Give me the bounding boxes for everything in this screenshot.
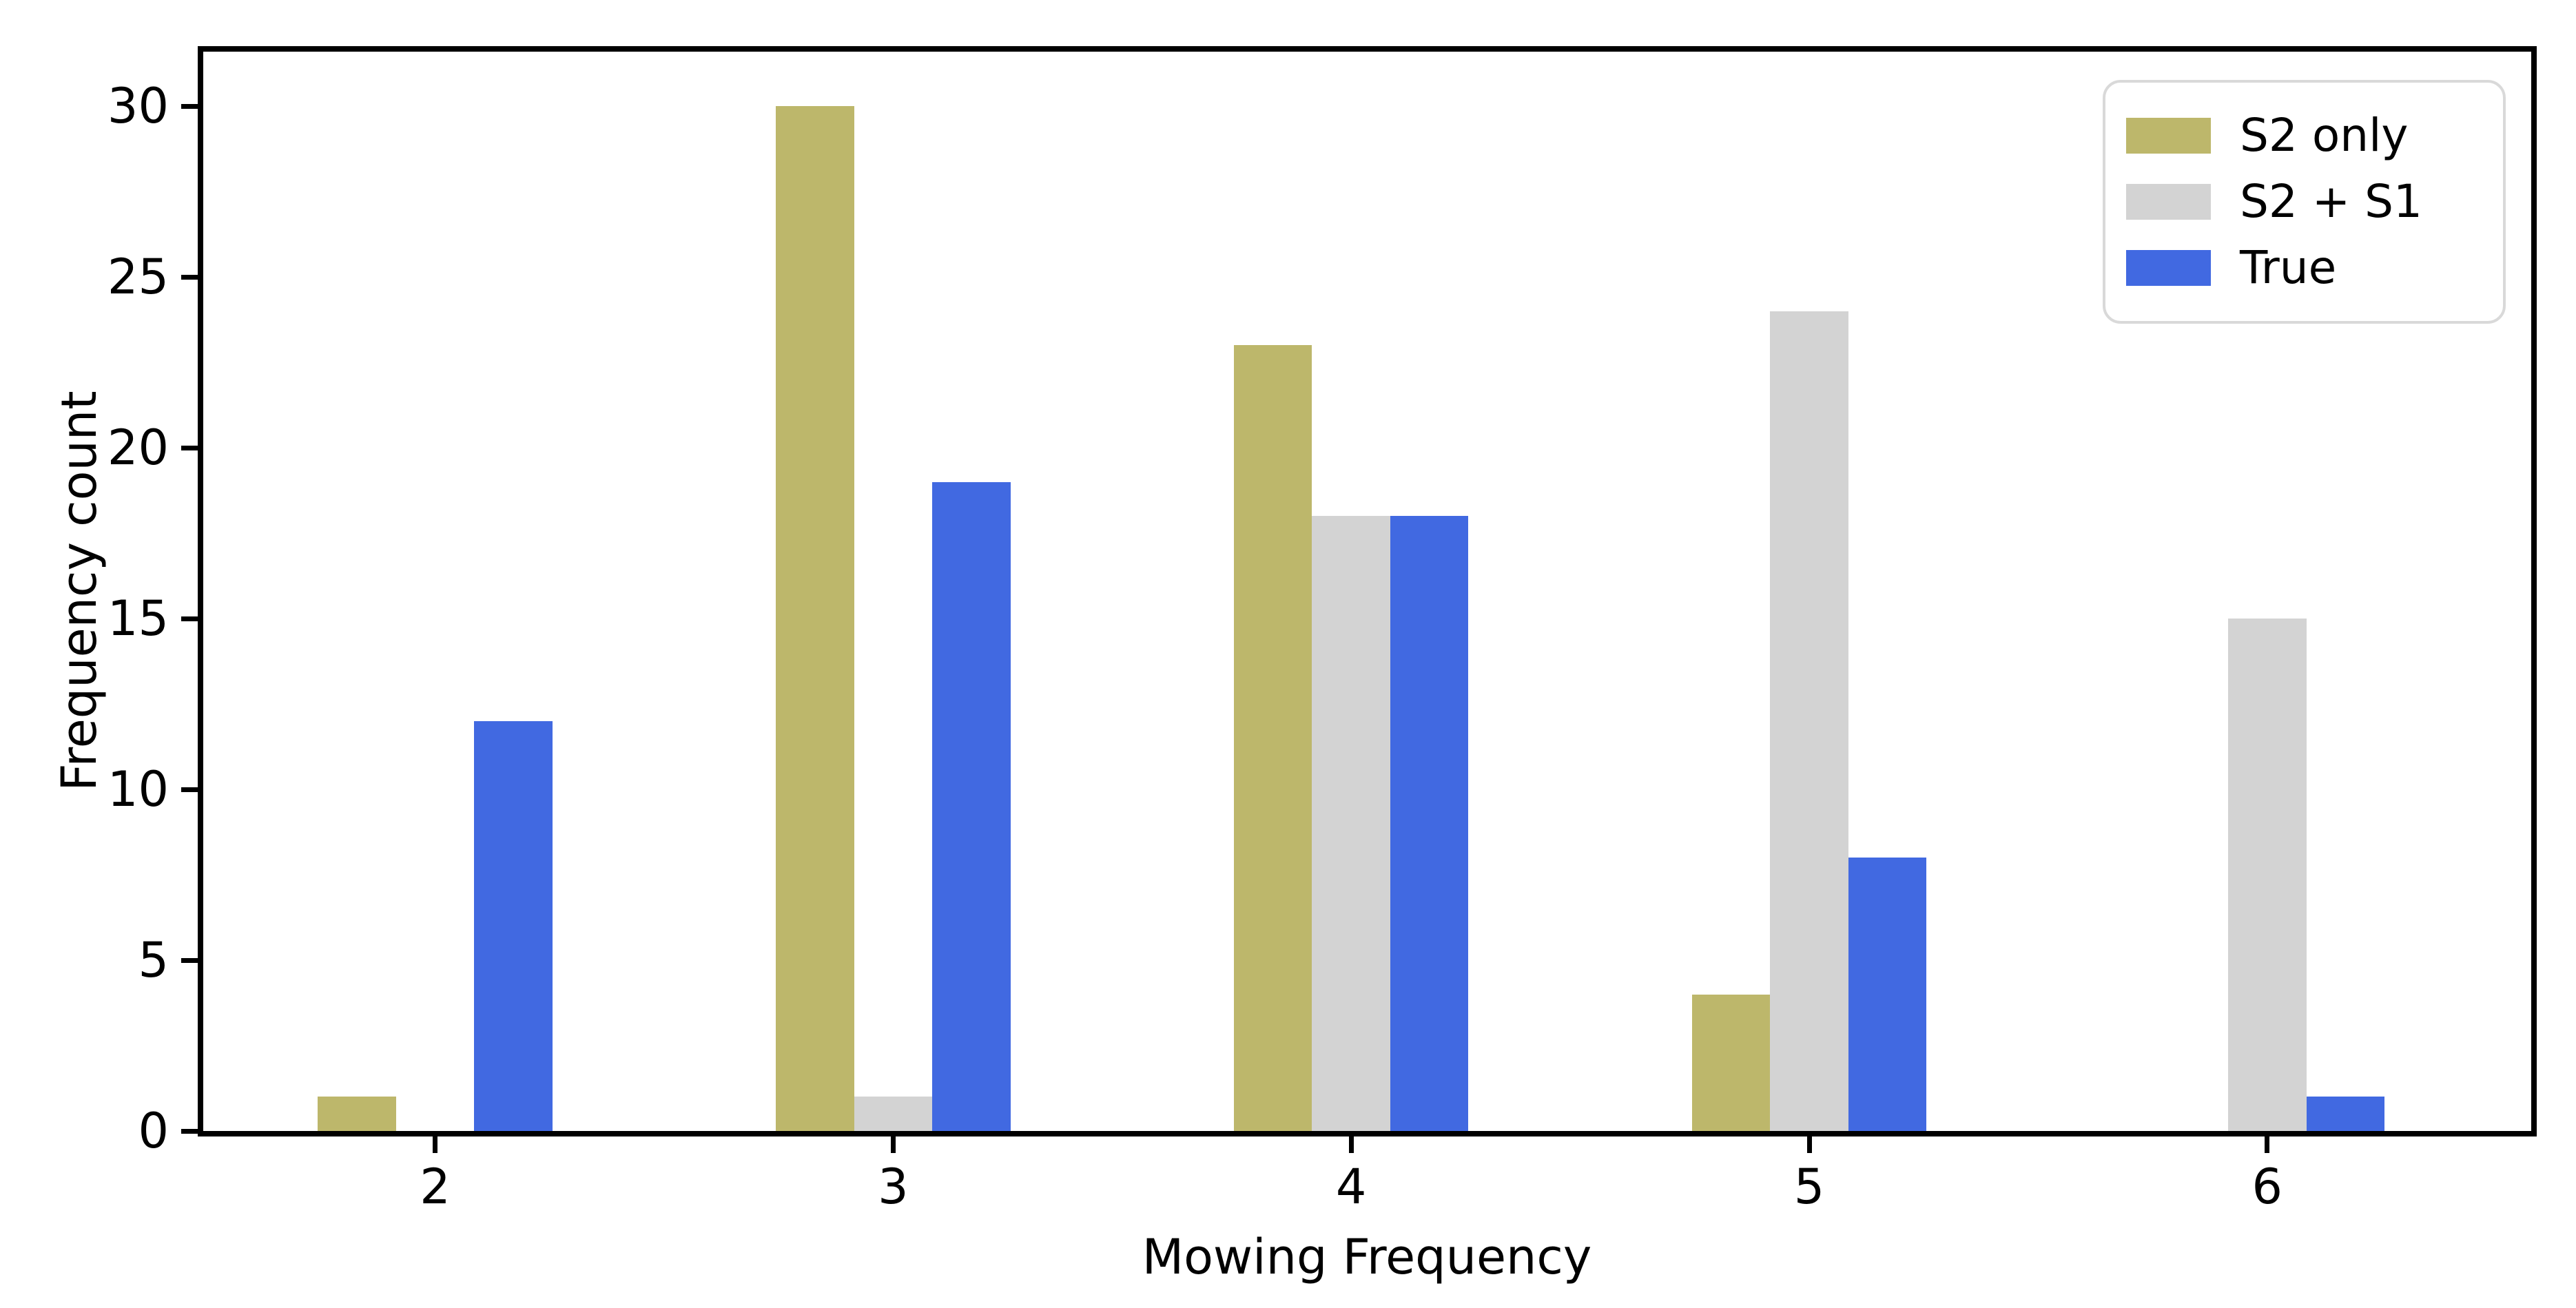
bar-true-x2 [474,720,553,1131]
bar-s2-s1-x5 [1770,311,1848,1131]
x-tick-label-2: 2 [420,1159,451,1215]
y-tick-10 [181,787,198,792]
y-tick-0 [181,1128,198,1134]
y-tick-label-0: 0 [138,1103,169,1159]
bar-s2-s1-x3 [854,1097,933,1131]
y-tick-label-20: 20 [107,419,169,477]
legend-label: S2 + S1 [2240,175,2423,228]
x-tick-3 [890,1136,896,1153]
legend-label: True [2240,241,2337,294]
y-tick-5 [181,957,198,963]
bar-true-x5 [1848,858,1927,1131]
x-tick-4 [1348,1136,1354,1153]
y-tick-30 [181,103,198,109]
legend-entry-s2-s1: S2 + S1 [2126,179,2482,225]
y-tick-label-10: 10 [107,761,169,818]
bar-true-x4 [1390,516,1469,1131]
bar-s2-only-x3 [776,106,854,1131]
x-tick-6 [2265,1136,2270,1153]
legend-swatch-true [2126,250,2211,286]
y-tick-label-25: 25 [107,249,169,306]
y-tick-15 [181,616,198,621]
x-axis-label: Mowing Frequency [1142,1229,1592,1285]
x-tick-2 [433,1136,438,1153]
legend-entry-s2-only: S2 only [2126,113,2482,158]
y-tick-20 [181,445,198,450]
bar-s2-only-x5 [1691,994,1771,1131]
plot-area: S2 only S2 + S1 True [198,46,2537,1136]
x-tick-label-5: 5 [1793,1159,1825,1215]
bar-true-x3 [932,481,1011,1131]
legend: S2 only S2 + S1 True [2103,80,2506,324]
bar-s2-s1-x4 [1312,516,1390,1131]
legend-label: S2 only [2240,109,2409,162]
y-tick-label-30: 30 [107,78,169,135]
bar-s2-only-x4 [1233,345,1312,1131]
x-tick-label-6: 6 [2252,1159,2283,1215]
legend-swatch-s2-s1 [2126,184,2211,220]
x-tick-5 [1806,1136,1812,1153]
bar-s2-only-x2 [318,1097,396,1131]
y-tick-25 [181,274,198,280]
bar-true-x6 [2306,1097,2385,1131]
x-tick-label-3: 3 [878,1159,909,1215]
y-tick-label-15: 15 [107,590,169,647]
y-axis-label: Frequency count [51,391,107,791]
y-tick-label-5: 5 [138,932,169,989]
x-tick-label-4: 4 [1335,1159,1367,1215]
legend-swatch-s2-only [2126,118,2211,154]
legend-entry-true: True [2126,245,2482,291]
bar-s2-s1-x6 [2228,619,2307,1131]
